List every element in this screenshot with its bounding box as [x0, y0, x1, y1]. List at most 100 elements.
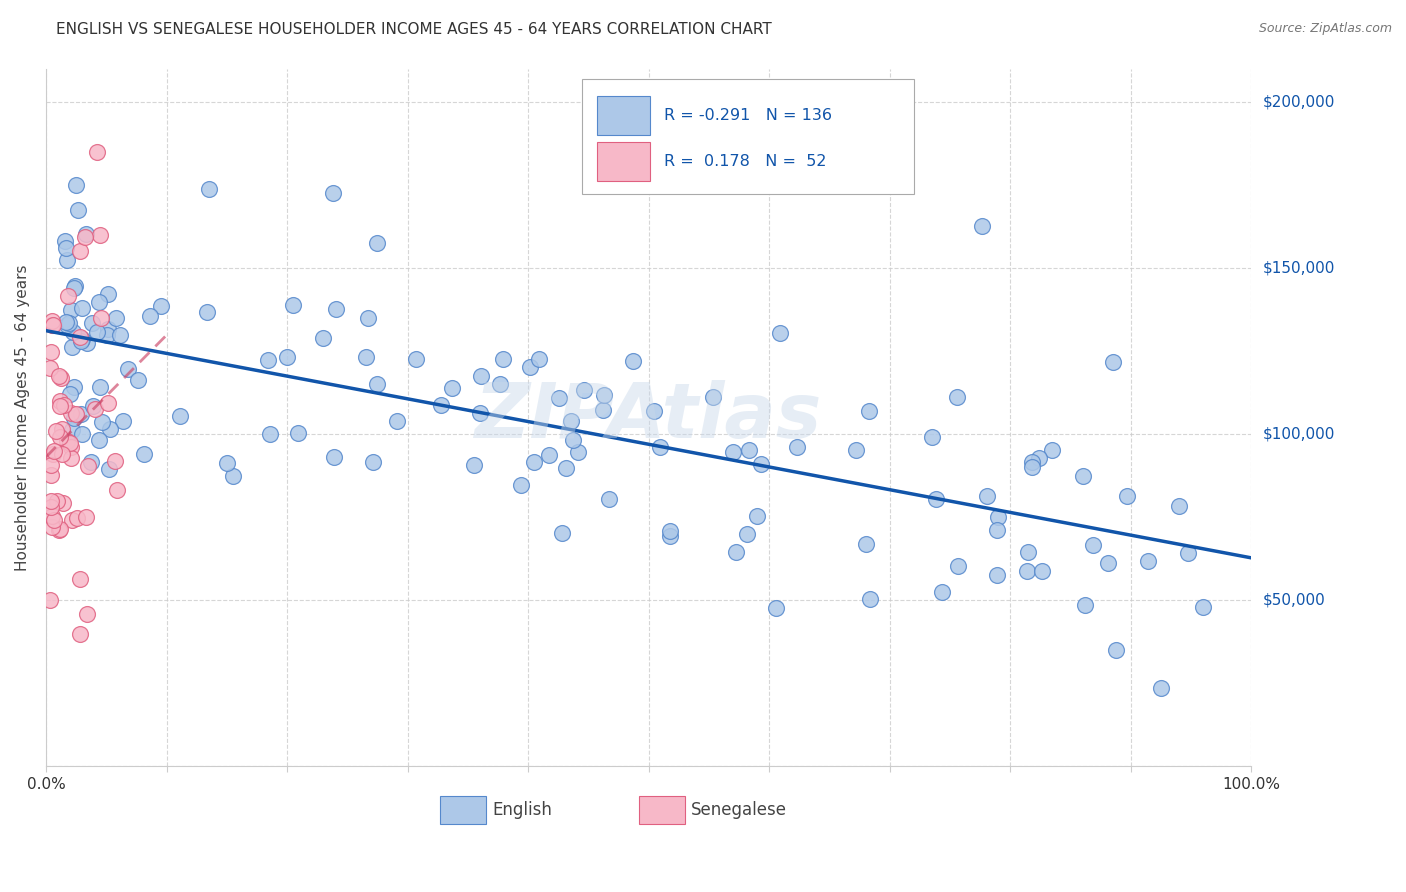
Point	[765, 600, 787, 615]
Point	[354, 350, 377, 364]
Point	[441, 381, 464, 395]
Point	[62, 410, 84, 425]
Point	[593, 387, 616, 401]
Point	[735, 527, 758, 541]
Point	[858, 403, 880, 417]
Point	[702, 390, 724, 404]
Text: $50,000: $50,000	[1263, 593, 1324, 607]
Point	[1101, 355, 1123, 369]
Point	[59, 406, 82, 420]
Point	[56, 253, 79, 268]
Point	[63, 379, 86, 393]
Point	[53, 234, 76, 248]
Point	[1040, 443, 1063, 458]
Point	[98, 422, 121, 436]
Point	[946, 558, 969, 573]
Point	[96, 327, 118, 342]
Point	[1021, 454, 1043, 468]
Point	[366, 376, 388, 391]
Point	[75, 227, 97, 241]
Point	[56, 288, 79, 302]
Point	[527, 351, 550, 366]
Point	[42, 513, 65, 527]
Point	[659, 529, 682, 543]
Point	[58, 316, 80, 330]
Point	[1105, 643, 1128, 657]
Point	[76, 459, 98, 474]
Point	[738, 443, 761, 458]
Point	[276, 351, 298, 365]
Point	[97, 286, 120, 301]
Point	[75, 509, 97, 524]
Point	[1028, 450, 1050, 465]
Point	[59, 435, 82, 450]
Point	[257, 352, 280, 367]
Point	[1177, 546, 1199, 560]
Point	[89, 294, 111, 309]
Point	[1081, 538, 1104, 552]
Point	[769, 326, 792, 340]
Point	[104, 454, 127, 468]
Point	[51, 371, 73, 385]
Point	[80, 316, 103, 330]
Point	[538, 448, 561, 462]
Point	[845, 443, 868, 458]
Point	[561, 433, 583, 447]
Point	[39, 361, 62, 376]
Point	[1031, 564, 1053, 578]
Point	[76, 607, 98, 621]
Point	[1071, 469, 1094, 483]
Point	[98, 462, 121, 476]
Point	[48, 368, 70, 383]
Point	[56, 434, 79, 448]
Text: ENGLISH VS SENEGALESE HOUSEHOLDER INCOME AGES 45 - 64 YEARS CORRELATION CHART: ENGLISH VS SENEGALESE HOUSEHOLDER INCOME…	[56, 22, 772, 37]
Point	[84, 401, 107, 416]
Point	[405, 351, 427, 366]
Point	[1021, 459, 1043, 474]
Point	[222, 469, 245, 483]
Point	[49, 393, 72, 408]
Point	[56, 318, 79, 332]
Point	[49, 400, 72, 414]
Point	[325, 302, 347, 317]
Point	[42, 318, 65, 332]
Point	[41, 468, 63, 483]
Point	[287, 426, 309, 441]
Point	[976, 489, 998, 503]
Point	[621, 353, 644, 368]
Point	[41, 314, 63, 328]
Point	[658, 524, 681, 538]
Point	[510, 478, 533, 492]
Point	[1074, 598, 1097, 612]
Point	[357, 311, 380, 326]
Text: Source: ZipAtlas.com: Source: ZipAtlas.com	[1258, 22, 1392, 36]
Text: Senegalese: Senegalese	[690, 801, 787, 819]
FancyBboxPatch shape	[596, 95, 650, 135]
Point	[1168, 500, 1191, 514]
Point	[48, 430, 70, 444]
Point	[96, 396, 118, 410]
Point	[592, 402, 614, 417]
Point	[1150, 681, 1173, 695]
Point	[986, 523, 1008, 537]
Point	[60, 513, 83, 527]
Text: English: English	[492, 801, 551, 819]
Point	[139, 309, 162, 323]
FancyBboxPatch shape	[440, 797, 486, 824]
Point	[91, 415, 114, 429]
Point	[39, 494, 62, 508]
Point	[55, 241, 77, 255]
Point	[567, 445, 589, 459]
Point	[859, 591, 882, 606]
Point	[52, 496, 75, 510]
Point	[39, 345, 62, 359]
FancyBboxPatch shape	[638, 797, 685, 824]
Point	[108, 328, 131, 343]
Point	[470, 369, 492, 384]
Point	[215, 456, 238, 470]
Point	[169, 409, 191, 424]
Point	[73, 229, 96, 244]
Point	[548, 391, 571, 405]
Point	[70, 332, 93, 346]
Point	[66, 511, 89, 525]
